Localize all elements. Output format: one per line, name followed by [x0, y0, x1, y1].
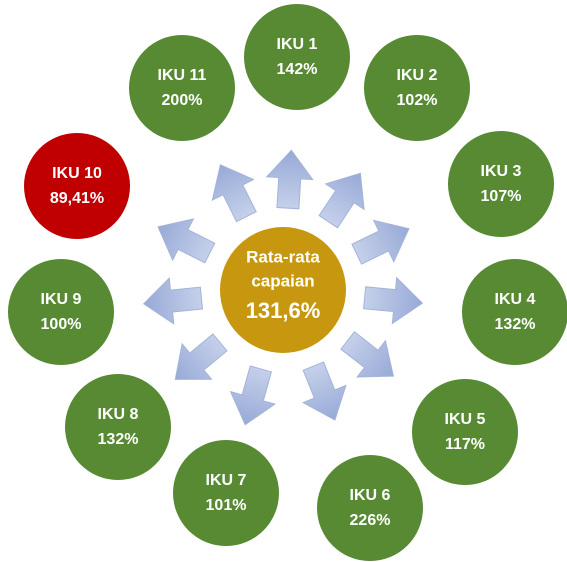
node-label: IKU 1 [277, 36, 318, 53]
arrow [351, 219, 410, 265]
node-circle [317, 455, 423, 561]
arrow [363, 276, 424, 325]
node-circle [448, 131, 554, 237]
node-value: 200% [162, 92, 203, 109]
node-label: IKU 11 [158, 67, 207, 84]
arrow [157, 218, 216, 264]
node-label: IKU 7 [206, 472, 247, 489]
node-label: IKU 2 [397, 67, 438, 84]
arrow [174, 333, 228, 380]
node-value: 226% [350, 512, 391, 529]
node-label: IKU 5 [445, 411, 486, 428]
node-circle [173, 440, 279, 546]
node-value: 132% [98, 431, 139, 448]
node-circle [24, 133, 130, 239]
center-value: 131,6% [246, 298, 321, 323]
arrow [265, 149, 314, 210]
node-circle [8, 259, 114, 365]
node-circle [412, 379, 518, 485]
arrow [301, 361, 347, 421]
arrow [211, 164, 257, 223]
center-line: capaian [251, 271, 314, 290]
node-value: 107% [481, 188, 522, 205]
node-label: IKU 8 [98, 406, 139, 423]
center-line: Rata-rata [246, 247, 320, 266]
node-circle [129, 35, 235, 141]
node-circle [364, 35, 470, 141]
node-circle [65, 374, 171, 480]
node-circle [462, 259, 567, 365]
node-value: 117% [445, 436, 485, 453]
node-label: IKU 6 [350, 487, 391, 504]
node-value: 132% [495, 316, 536, 333]
node-label: IKU 4 [495, 291, 536, 308]
node-label: IKU 3 [481, 163, 522, 180]
center-circle [220, 227, 346, 353]
node-value: 89,41% [50, 190, 104, 207]
node-label: IKU 9 [41, 291, 82, 308]
node-value: 142% [277, 61, 318, 78]
arrow [318, 172, 365, 229]
node-label: IKU 10 [52, 165, 102, 182]
arrow [340, 331, 394, 378]
node-value: 101% [206, 497, 247, 514]
arrow [142, 277, 204, 325]
node-circle [244, 4, 350, 110]
node-value: 100% [41, 316, 82, 333]
node-value: 102% [397, 92, 438, 109]
arrow [229, 365, 277, 426]
